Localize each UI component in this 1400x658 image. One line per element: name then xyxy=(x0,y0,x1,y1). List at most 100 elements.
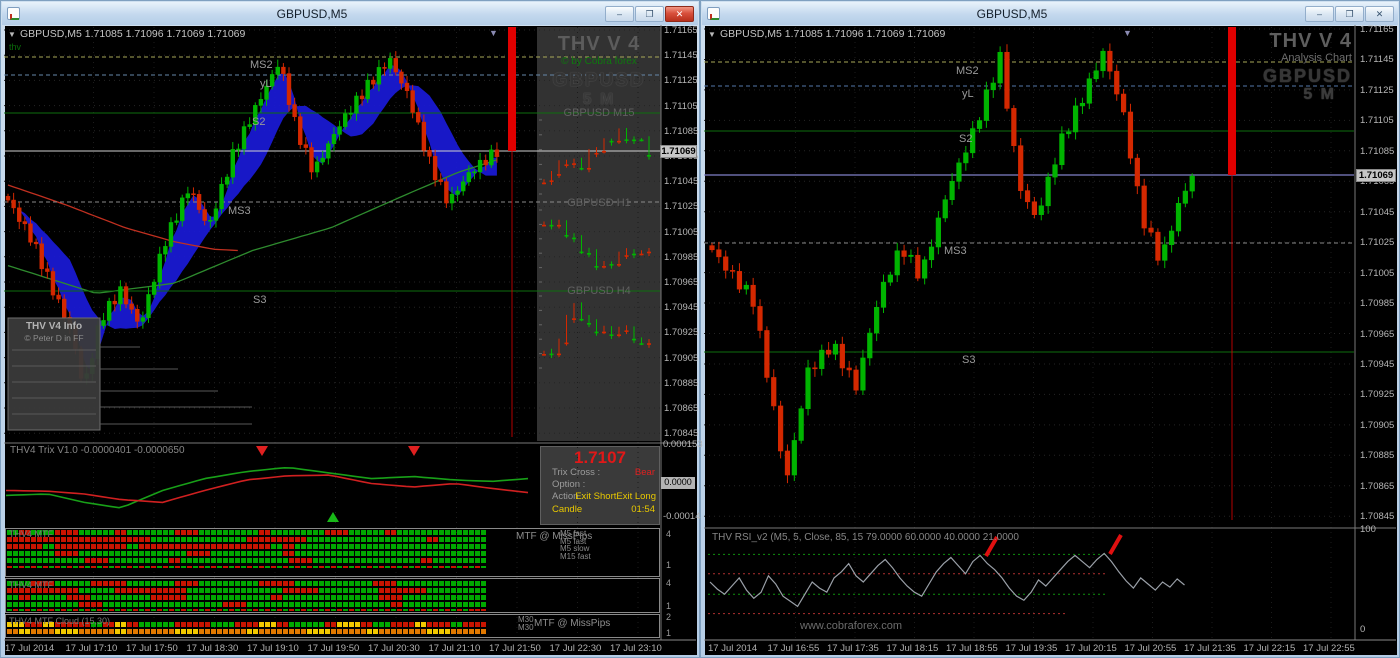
chart-shift-marker-icon: ▼ xyxy=(1123,28,1132,38)
time-tick: 17 Jul 16:55 xyxy=(767,643,820,654)
window-icon xyxy=(707,7,720,20)
time-tick: 17 Jul 18:15 xyxy=(886,643,939,654)
chart-header-ohlc: GBPUSD,M5 1.71085 1.71096 1.71069 1.7106… xyxy=(20,28,246,40)
time-tick: 17 Jul 2014 xyxy=(5,643,55,654)
time-axis-right[interactable]: 17 Jul 2014 17 Jul 16:55 17 Jul 17:35 17 Ju… xyxy=(704,640,1355,654)
price-tick: 1.70845 xyxy=(664,428,699,440)
titlebar-left[interactable]: GBPUSD,M5 – ❐ ✕ xyxy=(2,2,698,25)
time-tick: 17 Jul 22:55 xyxy=(1303,643,1355,654)
price-tick: 1.70925 xyxy=(664,327,699,339)
price-tick: 1.71045 xyxy=(664,176,699,188)
time-tick: 17 Jul 22:15 xyxy=(1243,643,1296,654)
mini-chart-label-h1: GBPUSD H1 xyxy=(567,197,631,209)
level-label-s2: S2 xyxy=(252,116,266,128)
price-tick: 1.70905 xyxy=(664,352,699,364)
mtf-scale-value: 1 xyxy=(666,560,672,570)
price-tick: 1.70885 xyxy=(664,377,699,389)
mtf-row-label: M5 fast xyxy=(560,536,587,546)
close-button[interactable]: ✕ xyxy=(665,5,694,22)
minimize-button[interactable]: – xyxy=(605,5,634,22)
time-tick: 17 Jul 2014 xyxy=(708,643,758,654)
price-tick: 1.71085 xyxy=(1360,145,1395,157)
bid-price-box: 1.71069 xyxy=(660,145,697,158)
price-tick: 1.70905 xyxy=(1360,419,1395,431)
price-tick: 1.70945 xyxy=(1360,358,1395,370)
price-tick: 1.71165 xyxy=(664,25,698,36)
thv-timeframe: 5 M xyxy=(582,91,616,108)
price-scale-right[interactable]: 1.71165 1.71145 1.71125 1.71105 1.71085 1.710… xyxy=(1356,24,1398,639)
rsi-indicator-label: THV RSI_v2 (M5, 5, Close, 85, 15 79.0000… xyxy=(712,532,1019,543)
time-tick: 17 Jul 17:35 xyxy=(827,643,879,654)
mtf-row-label: M5 slow xyxy=(560,544,590,553)
watermark: www.cobraforex.com xyxy=(800,620,903,632)
trix-price-value: 1.7107 xyxy=(574,448,626,467)
trix-indicator-label: THV4 Trix V1.0 -0.0000401 -0.0000650 xyxy=(10,445,185,456)
level-label-s3: S3 xyxy=(253,294,267,306)
time-tick: 17 Jul 17:50 xyxy=(126,643,178,654)
mtf-prefix: M30 xyxy=(518,623,534,632)
trix-row-value: 01:54 xyxy=(631,504,655,515)
price-tick: 1.71105 xyxy=(664,100,698,112)
price-tick: 1.70885 xyxy=(1360,450,1395,462)
price-tick: 1.71045 xyxy=(1360,206,1395,218)
mtf-row-label: M5 fast xyxy=(560,529,587,538)
thv-title: THV V 4 xyxy=(1269,30,1352,52)
mtf-panel-label: MTF @ MissPips xyxy=(534,618,611,629)
mtf-panel-label: MTF @ MissPips xyxy=(516,531,593,542)
close-button[interactable]: ✕ xyxy=(1365,5,1394,22)
thv-sidebar-panel xyxy=(537,27,661,441)
thv-subtitle: Analysis Chart xyxy=(1281,52,1352,64)
price-tick: 1.71105 xyxy=(1360,115,1394,127)
mtf-scale-value: 1 xyxy=(666,601,672,611)
mtf-row-label: M15 fast xyxy=(560,551,591,561)
price-tick: 1.70945 xyxy=(664,302,699,314)
level-label-s2: S2 xyxy=(959,133,973,145)
mtf-scale-value: 4 xyxy=(666,578,672,588)
time-tick: 17 Jul 19:35 xyxy=(1005,643,1058,654)
symbol-dropdown-arrow[interactable]: ▼ xyxy=(8,30,16,39)
thv-copyright: © by Cobra forex xyxy=(561,56,637,67)
mini-chart-label-h4: GBPUSD H4 xyxy=(567,285,631,297)
level-label-s3: S3 xyxy=(962,354,976,366)
rsi-scale-top: 100 xyxy=(1360,524,1376,535)
time-tick: 17 Jul 20:55 xyxy=(1124,643,1177,654)
symbol-dropdown-arrow[interactable]: ▼ xyxy=(708,30,716,39)
trix-row-label: Action : xyxy=(552,491,584,502)
trix-row-value: Bear xyxy=(634,467,655,478)
trix-row-value: Exit ShortExit Long xyxy=(575,491,656,502)
info-box-title: THV V4 Info xyxy=(25,321,83,332)
price-tick: 1.71025 xyxy=(664,201,699,213)
rsi-scale-bottom: 0 xyxy=(1360,624,1366,635)
trix-row-label: Candle xyxy=(552,504,583,515)
price-tick: 1.70985 xyxy=(1360,298,1395,310)
mtf-scale-value: 2 xyxy=(666,612,672,622)
indicator-short-label: thv xyxy=(9,42,22,52)
chart-header-ohlc: GBPUSD,M5 1.71085 1.71096 1.71069 1.7106… xyxy=(720,28,946,40)
maximize-button[interactable]: ❐ xyxy=(635,5,664,22)
time-axis-left[interactable]: 17 Jul 2014 17 Jul 17:10 17 Jul 17:50 17 Ju… xyxy=(4,640,662,654)
time-tick: 17 Jul 21:10 xyxy=(428,643,481,654)
time-tick: 17 Jul 19:50 xyxy=(307,643,360,654)
time-tick: 17 Jul 23:10 xyxy=(610,643,662,654)
price-tick: 1.70985 xyxy=(664,251,699,263)
price-tick: 1.71125 xyxy=(664,75,698,87)
maximize-button[interactable]: ❐ xyxy=(1335,5,1364,22)
mtf-scale-value: 4 xyxy=(666,529,672,539)
level-label-yl: yL xyxy=(260,78,272,90)
titlebar-right[interactable]: GBPUSD,M5 – ❐ ✕ xyxy=(702,2,1398,25)
price-tick: 1.71005 xyxy=(1360,267,1395,279)
minimize-button[interactable]: – xyxy=(1305,5,1334,22)
price-tick: 1.71125 xyxy=(1360,84,1394,96)
window-icon xyxy=(7,7,20,20)
window-title: GBPUSD,M5 xyxy=(976,6,1048,21)
time-tick: 17 Jul 18:30 xyxy=(186,643,239,654)
level-label-ms2: MS2 xyxy=(250,59,273,71)
price-tick: 1.71165 xyxy=(1360,24,1394,35)
trix-scale-top: 0.000153 xyxy=(663,439,703,450)
price-tick: 1.70965 xyxy=(664,277,699,288)
thv-symbol: GBPUSD xyxy=(552,70,646,91)
price-scale-left[interactable]: 1.71165 1.71145 1.71125 1.71105 1.71085 1.710… xyxy=(662,25,699,639)
price-tick: 1.70845 xyxy=(1360,511,1395,523)
mini-chart-label-m15: GBPUSD M15 xyxy=(563,107,635,119)
chart-shift-marker-icon: ▼ xyxy=(489,28,498,38)
